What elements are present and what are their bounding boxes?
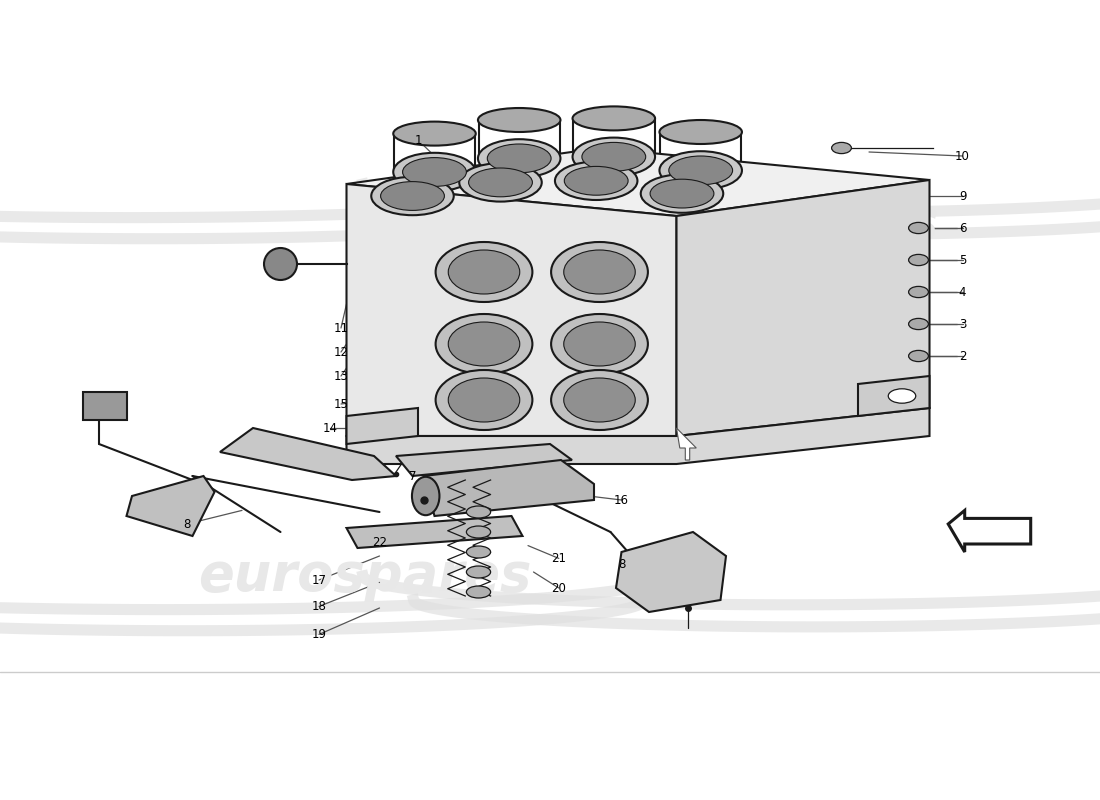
Ellipse shape xyxy=(889,389,915,403)
Text: eurospares: eurospares xyxy=(198,550,531,602)
Ellipse shape xyxy=(411,477,439,515)
Polygon shape xyxy=(346,516,522,548)
Ellipse shape xyxy=(573,106,656,130)
Ellipse shape xyxy=(556,162,638,200)
Text: 8: 8 xyxy=(184,518,190,530)
Text: 18: 18 xyxy=(311,600,327,613)
Ellipse shape xyxy=(469,168,532,197)
Text: 7: 7 xyxy=(409,470,416,482)
Ellipse shape xyxy=(909,222,928,234)
Ellipse shape xyxy=(640,174,724,213)
Ellipse shape xyxy=(669,156,733,185)
Text: 9: 9 xyxy=(959,190,966,202)
Ellipse shape xyxy=(372,177,453,215)
Ellipse shape xyxy=(832,142,851,154)
Text: 1: 1 xyxy=(415,134,421,146)
Text: 8: 8 xyxy=(618,558,625,570)
Text: 17: 17 xyxy=(311,574,327,586)
Ellipse shape xyxy=(650,179,714,208)
Text: 5: 5 xyxy=(959,254,966,266)
Ellipse shape xyxy=(551,242,648,302)
Polygon shape xyxy=(616,532,726,612)
Ellipse shape xyxy=(551,314,648,374)
Ellipse shape xyxy=(264,248,297,280)
Text: 21: 21 xyxy=(551,552,566,565)
Polygon shape xyxy=(346,184,676,436)
Text: 20: 20 xyxy=(551,582,566,594)
Ellipse shape xyxy=(563,250,636,294)
Polygon shape xyxy=(858,376,930,416)
Ellipse shape xyxy=(436,314,532,374)
Polygon shape xyxy=(676,180,930,436)
Ellipse shape xyxy=(394,122,475,146)
Ellipse shape xyxy=(909,350,928,362)
Polygon shape xyxy=(220,428,396,480)
Text: 3: 3 xyxy=(959,318,966,330)
Ellipse shape xyxy=(477,108,560,132)
Ellipse shape xyxy=(573,138,656,176)
Ellipse shape xyxy=(403,158,466,186)
Ellipse shape xyxy=(582,142,646,171)
Polygon shape xyxy=(346,148,930,216)
Polygon shape xyxy=(346,408,418,444)
Text: 11: 11 xyxy=(333,322,349,334)
Ellipse shape xyxy=(660,151,741,190)
Ellipse shape xyxy=(487,144,551,173)
Ellipse shape xyxy=(477,139,560,178)
Ellipse shape xyxy=(466,506,491,518)
Polygon shape xyxy=(676,428,696,460)
Ellipse shape xyxy=(563,378,636,422)
Ellipse shape xyxy=(449,322,519,366)
Text: 15: 15 xyxy=(333,398,349,410)
Ellipse shape xyxy=(381,182,444,210)
Ellipse shape xyxy=(466,566,491,578)
Text: 12: 12 xyxy=(333,346,349,358)
Polygon shape xyxy=(396,444,572,476)
Polygon shape xyxy=(126,476,214,536)
Polygon shape xyxy=(418,216,676,436)
Ellipse shape xyxy=(551,370,648,430)
Text: 4: 4 xyxy=(959,286,966,298)
Polygon shape xyxy=(948,510,1031,552)
Text: 10: 10 xyxy=(955,150,970,162)
Polygon shape xyxy=(82,392,126,420)
Ellipse shape xyxy=(449,378,519,422)
Ellipse shape xyxy=(466,526,491,538)
Ellipse shape xyxy=(394,153,475,191)
Polygon shape xyxy=(424,460,594,516)
Ellipse shape xyxy=(909,254,928,266)
Ellipse shape xyxy=(436,242,532,302)
Ellipse shape xyxy=(460,163,541,202)
Ellipse shape xyxy=(466,546,491,558)
Ellipse shape xyxy=(909,318,928,330)
Ellipse shape xyxy=(563,322,636,366)
Ellipse shape xyxy=(564,166,628,195)
Text: 16: 16 xyxy=(614,494,629,506)
Ellipse shape xyxy=(909,286,928,298)
Text: 13: 13 xyxy=(333,370,349,382)
Text: 22: 22 xyxy=(372,536,387,549)
Text: 6: 6 xyxy=(959,222,966,234)
Ellipse shape xyxy=(436,370,532,430)
Polygon shape xyxy=(346,408,930,464)
Ellipse shape xyxy=(449,250,519,294)
Text: 2: 2 xyxy=(959,350,966,362)
Ellipse shape xyxy=(466,586,491,598)
Ellipse shape xyxy=(660,120,741,144)
Text: 14: 14 xyxy=(322,422,338,434)
Text: 19: 19 xyxy=(311,628,327,641)
Text: eurospares: eurospares xyxy=(605,198,938,250)
